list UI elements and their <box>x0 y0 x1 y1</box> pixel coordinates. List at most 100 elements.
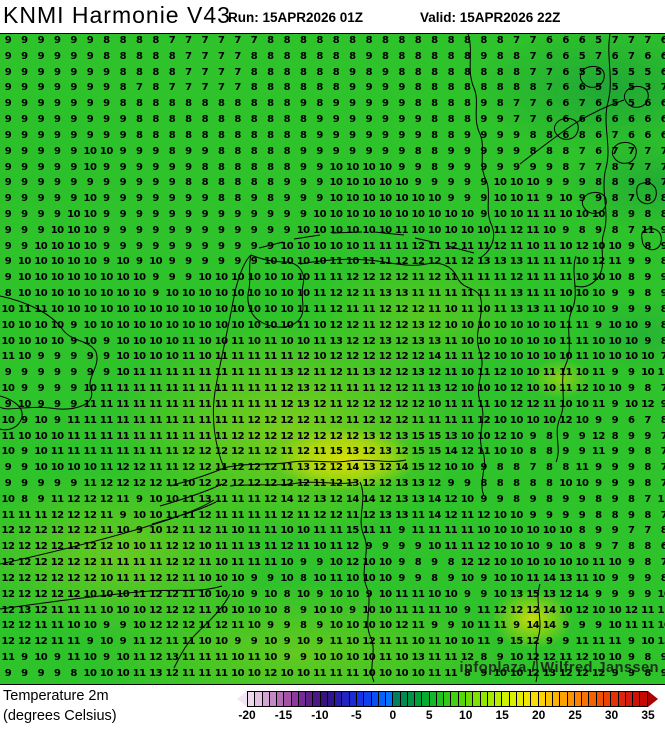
temp-value: 8 <box>299 129 307 141</box>
temp-value: 11 <box>460 541 474 553</box>
temp-value: 10 <box>149 256 163 268</box>
temp-value: 9 <box>53 82 61 94</box>
temp-value: 10 <box>444 462 458 474</box>
temp-value: 9 <box>595 462 602 474</box>
temp-value: 10 <box>67 303 81 315</box>
temp-value: 8 <box>644 651 651 663</box>
temp-value: 11 <box>1 351 15 363</box>
temp-value: 9 <box>611 477 619 489</box>
temp-value: 11 <box>132 446 146 458</box>
temp-value: 8 <box>349 50 356 62</box>
colorbar-cell <box>589 692 597 706</box>
temp-value: 9 <box>627 667 635 679</box>
temp-value: 9 <box>21 209 28 221</box>
temp-value: 9 <box>398 114 405 126</box>
temp-value: 10 <box>526 367 540 379</box>
temp-value: 10 <box>1 335 15 347</box>
temp-value: 9 <box>53 35 61 46</box>
temp-value: 11 <box>444 351 458 363</box>
temp-value: 12 <box>132 477 146 489</box>
temp-value: 11 <box>116 383 130 395</box>
temp-value: 9 <box>4 667 12 679</box>
temp-value: 10 <box>198 541 212 553</box>
temp-value: 12 <box>116 477 130 489</box>
temp-value: 9 <box>4 398 12 410</box>
temp-value: 7 <box>185 35 192 46</box>
temp-value: 7 <box>234 35 241 46</box>
temp-value: 10 <box>345 620 359 632</box>
temp-value: 10 <box>116 256 130 268</box>
temp-value: 7 <box>627 193 635 205</box>
temp-value: 12 <box>247 462 261 474</box>
temp-value: 12 <box>395 303 409 315</box>
temp-value: 8 <box>119 82 127 94</box>
colorbar-cell <box>618 692 626 706</box>
temp-value: 9 <box>70 129 77 141</box>
lake-ijsselmeer <box>247 254 305 328</box>
temp-value: 12 <box>67 557 81 569</box>
temp-value: 9 <box>447 161 455 173</box>
temp-value: 9 <box>332 98 340 110</box>
temp-value: 15 <box>509 636 523 648</box>
temp-value: 13 <box>395 493 409 505</box>
temp-value: 10 <box>559 557 573 569</box>
temp-value: 11 <box>526 209 540 221</box>
temp-value: 10 <box>509 509 523 521</box>
temp-value: 10 <box>116 288 130 300</box>
temp-value: 11 <box>181 398 195 410</box>
colorbar-cell <box>444 692 452 706</box>
temp-value: 9 <box>135 177 143 189</box>
temp-value: 9 <box>496 129 504 141</box>
temp-value: 15 <box>411 462 425 474</box>
temp-value: 10 <box>50 430 64 442</box>
temp-value: 10 <box>34 335 48 347</box>
temp-value: 8 <box>217 145 225 157</box>
temp-value: 12 <box>378 272 392 284</box>
temp-value: 9 <box>381 66 389 78</box>
temp-value: 9 <box>53 651 61 663</box>
temp-value: 8 <box>201 161 209 173</box>
colorbar-cell <box>298 692 307 706</box>
temp-value: 12 <box>181 541 195 553</box>
temp-value: 9 <box>53 129 61 141</box>
temp-value: 10 <box>559 604 573 616</box>
temp-value: 9 <box>480 145 487 157</box>
temp-value: 12 <box>395 351 409 363</box>
temp-value: 10 <box>345 651 359 663</box>
temp-value: 10 <box>165 288 179 300</box>
colorbar-cell <box>487 692 496 706</box>
temp-value: 10 <box>83 161 97 173</box>
temp-value: 8 <box>545 493 553 505</box>
temp-value: 10 <box>165 335 179 347</box>
temp-value: 11 <box>608 636 622 648</box>
temp-value: 9 <box>4 161 12 173</box>
temp-value: 12 <box>149 604 163 616</box>
temp-value: 11 <box>378 651 392 663</box>
temp-value: 10 <box>313 256 327 268</box>
temp-value: 8 <box>152 50 159 62</box>
temp-value: 10 <box>526 525 540 537</box>
temp-value: 9 <box>168 161 176 173</box>
temp-value: 9 <box>463 193 471 205</box>
temp-value: 12 <box>575 604 589 616</box>
temp-value: 7 <box>513 98 520 110</box>
temp-value: 11 <box>460 351 474 363</box>
temp-value: 11 <box>362 525 376 537</box>
temp-value: 11 <box>165 414 179 426</box>
temp-value: 9 <box>53 66 61 78</box>
temp-value: 10 <box>427 224 441 236</box>
temp-value: 9 <box>152 145 159 157</box>
temp-value: 11 <box>526 224 540 236</box>
temp-value: 10 <box>280 240 294 252</box>
temp-value: 10 <box>313 240 327 252</box>
temp-value: 7 <box>644 35 651 46</box>
temp-value: 12 <box>181 604 195 616</box>
temp-value: 7 <box>611 35 619 46</box>
temp-value: 8 <box>332 66 340 78</box>
temp-value: 8 <box>463 50 471 62</box>
temp-value: 12 <box>542 651 556 663</box>
temp-value: 8 <box>299 114 307 126</box>
temp-value: 11 <box>132 557 146 569</box>
temp-value: 12 <box>165 572 179 584</box>
temp-value: 7 <box>135 82 143 94</box>
